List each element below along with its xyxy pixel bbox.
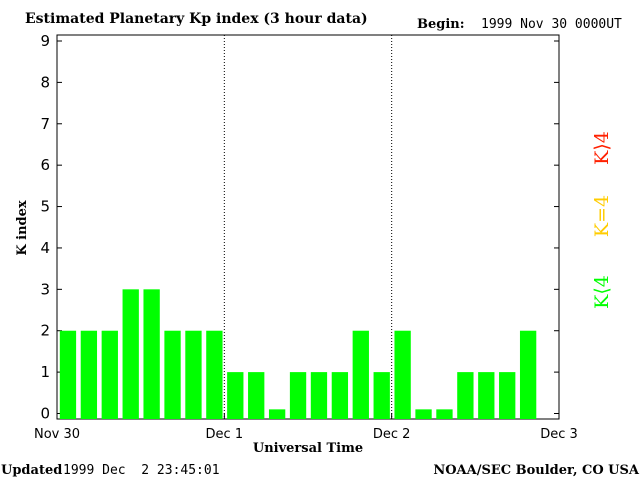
kp-bar	[352, 330, 369, 419]
legend-k-gt-4: K⟩4	[591, 131, 613, 165]
updated-value: 1999 Dec 2 23:45:01	[63, 463, 220, 478]
kp-bar	[101, 330, 118, 419]
bar-series	[59, 289, 537, 419]
begin-value: 1999 Nov 30 0000UT	[481, 17, 622, 32]
x-tick-label: Dec 1	[206, 427, 244, 442]
kp-bar	[143, 289, 160, 419]
x-tick-label: Dec 3	[540, 427, 578, 442]
kp-bar	[457, 372, 474, 419]
x-axis-ticks: Nov 30 Dec 1 Dec 2 Dec 3	[34, 413, 578, 442]
x-tick-label: Dec 2	[373, 427, 411, 442]
x-axis-label: Universal Time	[253, 441, 363, 456]
y-tick-label: 8	[40, 73, 50, 91]
begin-label: Begin:	[417, 17, 465, 32]
kp-bar	[436, 409, 453, 419]
kp-bar	[80, 330, 98, 419]
y-tick-label: 7	[40, 115, 50, 133]
kp-bar	[206, 330, 223, 419]
y-axis-label: K index	[15, 200, 30, 256]
kp-bar	[373, 372, 390, 419]
kp-bar	[122, 289, 139, 419]
kp-bar	[394, 330, 411, 419]
kp-bar	[310, 372, 328, 419]
kp-bar	[227, 372, 244, 419]
legend-k-eq-4: K=4	[591, 195, 613, 237]
legend-k-lt-4: K⟨4	[591, 275, 613, 309]
y-tick-label: 4	[40, 239, 50, 257]
kp-bar	[248, 372, 265, 419]
kp-bar	[478, 372, 495, 419]
kp-bar	[268, 409, 286, 419]
plot-frame	[56, 34, 560, 420]
y-tick-label: 3	[40, 280, 50, 298]
y-tick-label: 0	[40, 405, 50, 423]
kp-bar	[415, 409, 432, 419]
y-tick-label: 5	[40, 198, 50, 216]
chart-title: Estimated Planetary Kp index (3 hour dat…	[25, 11, 368, 27]
kp-bar	[164, 330, 181, 419]
source-credit: NOAA/SEC Boulder, CO USA	[433, 463, 640, 478]
day-divider-lines	[223, 35, 393, 419]
kp-bar	[499, 372, 516, 419]
y-tick-label: 9	[40, 32, 50, 50]
kp-bar	[331, 372, 349, 419]
y-tick-label: 6	[40, 156, 50, 174]
updated-label: Updated	[1, 463, 62, 478]
y-tick-label: 1	[40, 363, 50, 381]
y-axis-ticks: 0 1 2 3 4 5 6 7 8 9	[40, 32, 559, 423]
kp-bar	[185, 330, 202, 419]
x-tick-label: Nov 30	[34, 427, 80, 442]
kp-bar	[59, 330, 77, 419]
y-tick-label: 2	[40, 322, 50, 340]
kp-bar	[519, 330, 537, 419]
kp-bar	[289, 372, 307, 419]
